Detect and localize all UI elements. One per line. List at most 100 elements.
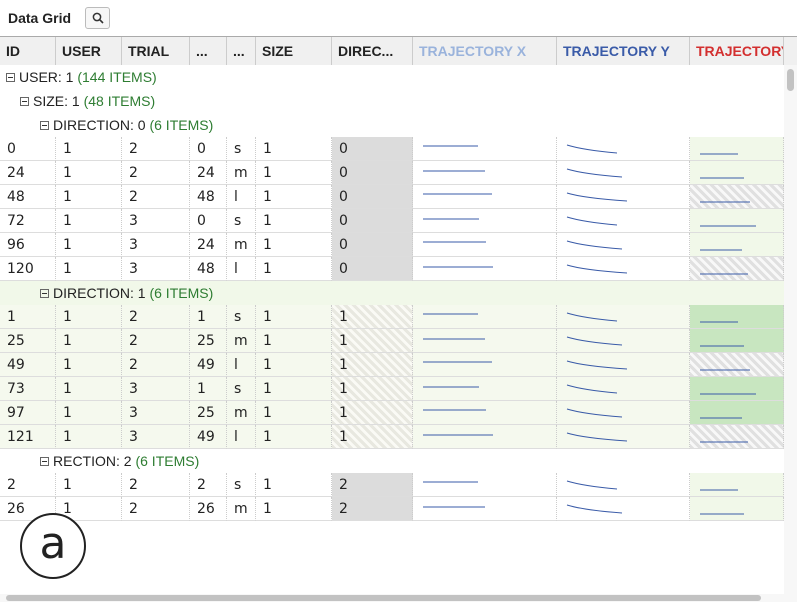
trajectory-cell [557,209,690,233]
table-row[interactable]: 73 1 3 1 s 1 1 [0,377,784,401]
trajectory-sparkline [700,273,748,275]
column-header[interactable]: TRIAL [122,37,190,65]
table-row[interactable]: 120 1 3 48 l 1 0 [0,257,784,281]
column-header[interactable]: ... [190,37,227,65]
column-header[interactable]: DIREC... [332,37,413,65]
table-cell: 72 [0,209,56,233]
trajectory-sparkline [700,393,756,395]
group-row-direction[interactable]: RECTION: 2 (6 ITEMS) [0,449,784,474]
table-cell: 1 [332,425,413,449]
panel-header: Data Grid [0,0,797,36]
trajectory-cell [557,497,690,521]
table-row[interactable]: 49 1 2 49 l 1 1 [0,353,784,377]
trajectory-sparkline [700,177,744,179]
group-count: (6 ITEMS) [135,453,200,469]
collapse-toggle-icon[interactable] [40,121,49,130]
table-cell: 1 [56,473,122,497]
trajectory-cell [557,401,690,425]
group-row-direction[interactable]: DIRECTION: 1 (6 ITEMS) [0,281,784,306]
table-cell: 2 [122,473,190,497]
table-cell: l [227,257,256,281]
trajectory-sparkline [700,153,738,155]
trajectory-sparkline [566,432,628,442]
table-cell: 1 [0,305,56,329]
group-count: (144 ITEMS) [77,69,157,85]
vertical-scroll-thumb[interactable] [787,69,794,91]
table-cell: 3 [122,209,190,233]
table-cell: 1 [56,425,122,449]
table-cell: 0 [332,257,413,281]
collapse-toggle-icon[interactable] [40,457,49,466]
panel-title: Data Grid [8,10,72,26]
table-cell: 26 [190,497,227,521]
group-row-size[interactable]: SIZE: 1 (48 ITEMS) [0,89,784,114]
trajectory-sparkline [423,481,478,483]
group-row-direction[interactable]: DIRECTION: 0 (6 ITEMS) [0,113,784,138]
trajectory-cell [413,233,557,257]
table-cell: 2 [122,161,190,185]
column-header[interactable]: TRAJECTORY [690,37,784,65]
table-cell: s [227,209,256,233]
collapse-toggle-icon[interactable] [6,73,15,82]
trajectory-cell [690,329,784,353]
trajectory-cell [690,425,784,449]
trajectory-sparkline [423,193,492,195]
trajectory-cell [690,497,784,521]
table-cell: 1 [56,161,122,185]
table-row[interactable]: 48 1 2 48 l 1 0 [0,185,784,209]
trajectory-cell [413,161,557,185]
trajectory-cell [557,377,690,401]
column-header[interactable]: ... [227,37,256,65]
table-row[interactable]: 24 1 2 24 m 1 0 [0,161,784,185]
column-header[interactable]: TRAJECTORY X [413,37,557,65]
trajectory-sparkline [700,249,742,251]
table-cell: 1 [256,233,332,257]
trajectory-sparkline [566,384,618,394]
trajectory-cell [557,353,690,377]
group-row-user[interactable]: USER: 1 (144 ITEMS) [0,65,784,90]
table-cell: 120 [0,257,56,281]
table-cell: 0 [332,161,413,185]
vertical-scrollbar[interactable] [784,65,797,594]
search-button[interactable] [85,7,110,29]
table-cell: 3 [122,257,190,281]
trajectory-cell [690,377,784,401]
group-count: (6 ITEMS) [149,285,214,301]
table-cell: 2 [122,137,190,161]
table-cell: 1 [256,161,332,185]
trajectory-sparkline [423,506,485,508]
table-cell: 1 [56,257,122,281]
table-row[interactable]: 26 1 2 26 m 1 2 [0,497,784,521]
search-icon [92,12,104,24]
table-cell: 96 [0,233,56,257]
panel-annotation-label: a [20,513,86,579]
table-cell: 1 [56,233,122,257]
grid-header: ID USER TRIAL...... SIZE DIREC... TRAJECTORY … [0,37,797,66]
column-header[interactable]: USER [56,37,122,65]
table-cell: m [227,401,256,425]
table-row[interactable]: 96 1 3 24 m 1 0 [0,233,784,257]
table-cell: 0 [332,137,413,161]
table-row[interactable]: 97 1 3 25 m 1 1 [0,401,784,425]
table-row[interactable]: 72 1 3 0 s 1 0 [0,209,784,233]
table-cell: m [227,161,256,185]
trajectory-cell [413,401,557,425]
collapse-toggle-icon[interactable] [20,97,29,106]
table-cell: 3 [122,377,190,401]
table-cell: 1 [332,353,413,377]
horizontal-scroll-thumb[interactable] [6,595,761,601]
collapse-toggle-icon[interactable] [40,289,49,298]
trajectory-cell [690,353,784,377]
column-header[interactable]: ID [0,37,56,65]
table-cell: l [227,425,256,449]
table-row[interactable]: 121 1 3 49 l 1 1 [0,425,784,449]
trajectory-cell [690,185,784,209]
column-header[interactable]: SIZE [256,37,332,65]
table-cell: 1 [56,185,122,209]
table-row[interactable]: 25 1 2 25 m 1 1 [0,329,784,353]
column-header[interactable]: TRAJECTORY Y [557,37,690,65]
trajectory-cell [690,137,784,161]
